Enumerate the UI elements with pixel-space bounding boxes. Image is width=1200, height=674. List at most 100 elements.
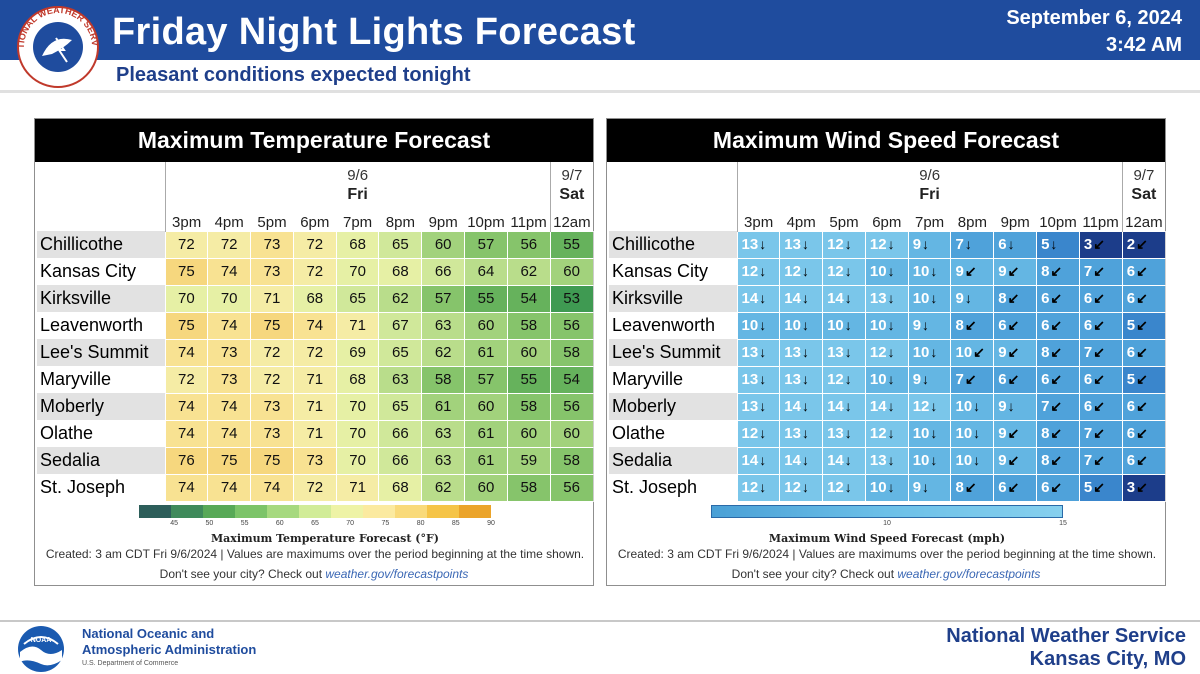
wind-value: 14 (784, 452, 801, 469)
wind-direction-arrow-icon: ↙ (1093, 425, 1105, 441)
wind-direction-arrow-icon: ↙ (1050, 344, 1063, 360)
wind-direction-arrow-icon: ↓ (887, 479, 895, 495)
wind-direction-arrow-icon: ↙ (1050, 479, 1063, 495)
temperature-cell: 55 (549, 230, 594, 259)
wind-direction-arrow-icon: ↓ (759, 425, 767, 441)
wind-direction-arrow-icon: ↙ (1136, 371, 1148, 387)
wind-value: 6 (1083, 398, 1093, 415)
colorbar-segment (363, 505, 395, 518)
colorbar-tick-label: 15 (1059, 520, 1067, 527)
wind-direction-arrow-icon: ↓ (844, 263, 852, 279)
wind-value: 13 (784, 344, 801, 361)
wind-value: 10 (869, 263, 887, 280)
wind-table: 9/6 9/7 Fri Sat 3pm 4pm 5pm 6pm 7pm 8pm 9pm 10pm 11p… (609, 162, 1166, 502)
wind-cell: 7↙ (1078, 257, 1123, 286)
wind-direction-arrow-icon: ↓ (759, 479, 767, 495)
wind-direction-arrow-icon: ↓ (964, 290, 972, 306)
wind-value: 10 (912, 290, 930, 307)
wind-cell: 13↓ (864, 284, 909, 313)
wind-direction-arrow-icon: ↙ (1136, 263, 1148, 279)
wind-cell: 8↙ (1036, 338, 1080, 367)
temperature-cell: 70 (335, 446, 380, 475)
wind-direction-arrow-icon: ↓ (759, 317, 767, 333)
wind-cell: 13↓ (864, 446, 909, 475)
wind-cell: 14↓ (822, 446, 866, 475)
wind-direction-arrow-icon: ↙ (964, 263, 977, 279)
colorbar-tick-label: 90 (487, 520, 495, 527)
temperature-cell: 57 (421, 284, 466, 313)
city-name: St. Joseph (40, 477, 126, 497)
temperature-cell: 60 (506, 419, 551, 448)
wind-cell: 10↓ (864, 257, 909, 286)
wind-cell: 3↙ (1078, 230, 1123, 259)
wind-direction-arrow-icon: ↓ (930, 344, 938, 360)
temperature-cell: 67 (378, 311, 423, 340)
day-group-day: Fri (736, 184, 1123, 206)
wind-direction-arrow-icon: ↙ (1007, 479, 1020, 495)
temperature-cell: 55 (464, 284, 508, 313)
page-subtitle: Pleasant conditions expected tonight (116, 64, 471, 86)
time-header: 4pm (214, 213, 244, 231)
wind-direction-arrow-icon: ↙ (1093, 236, 1105, 252)
table-row: Moberly 74 74 73 71 70 65 61 60 58 56 (37, 392, 594, 421)
wind-cell: 13↓ (779, 419, 824, 448)
wind-cell: 12↓ (864, 338, 909, 367)
wind-value: 13 (741, 371, 759, 388)
time-header: 7pm (342, 213, 373, 231)
time-header: 6pm (872, 213, 902, 231)
temperature-cell: 60 (549, 257, 594, 286)
wind-value: 6 (1041, 290, 1050, 307)
wind-cell: 6↙ (1121, 338, 1166, 367)
wind-cell: 3↙ (1121, 473, 1166, 502)
temperature-cell: 70 (164, 284, 209, 313)
temperature-cell: 68 (378, 257, 423, 286)
day-group-day: Fri (164, 184, 551, 206)
table-row: Kirksville 70 70 71 68 65 62 57 55 54 53 (37, 284, 594, 313)
wind-cell: 9↓ (907, 473, 952, 502)
wind-cell: 6↙ (993, 365, 1038, 394)
wind-cell: 5↙ (1078, 473, 1123, 502)
forecastpoints-link[interactable]: weather.gov/forecastpoints (325, 567, 469, 581)
colorbar-tick-label: 65 (311, 520, 319, 527)
colorbar-segment (267, 505, 299, 518)
temperature-cell: 60 (421, 230, 466, 259)
wind-direction-arrow-icon: ↙ (1093, 452, 1105, 468)
wind-direction-arrow-icon: ↓ (887, 425, 895, 441)
forecastpoints-link[interactable]: weather.gov/forecastpoints (897, 567, 1041, 581)
wind-cell: 6↙ (1121, 392, 1166, 421)
temperature-cell: 75 (207, 446, 252, 475)
wind-value: 7 (1083, 344, 1093, 361)
temperature-cell: 60 (549, 419, 594, 448)
colorbar-segment (203, 505, 235, 518)
header-spacer (37, 206, 165, 231)
temperature-cell: 56 (549, 311, 594, 340)
colorbar-segment (299, 505, 331, 518)
wind-direction-arrow-icon: ↓ (844, 425, 852, 441)
header-spacer (609, 162, 737, 184)
temperature-cell: 68 (292, 284, 337, 313)
wind-value: 5 (1041, 236, 1050, 253)
wind-cell: 12↓ (822, 365, 866, 394)
day-group-day: Sat (1121, 184, 1166, 206)
wind-cell: 9↓ (950, 284, 995, 313)
city-name: Sedalia (37, 447, 165, 474)
temperature-cell: 71 (292, 365, 337, 394)
wind-direction-arrow-icon: ↓ (887, 263, 895, 279)
temperature-cell: 68 (335, 230, 380, 259)
wind-direction-arrow-icon: ↓ (922, 479, 930, 495)
wind-cell: 7↓ (950, 230, 995, 259)
city-name: Olathe (40, 423, 94, 443)
wind-value: 6 (1126, 425, 1136, 442)
see-city-text: Don't see your city? Check out (159, 567, 323, 581)
wind-direction-arrow-icon: ↓ (930, 398, 938, 414)
temperature-cell: 74 (207, 257, 252, 286)
wind-cell: 10↓ (907, 419, 952, 448)
header-bar: Friday Night Lights Forecast September 6… (0, 0, 1200, 60)
wind-cell: 13↓ (779, 230, 824, 259)
wind-direction-arrow-icon: ↓ (801, 263, 809, 279)
city-name: Lee's Summit (609, 339, 737, 366)
wind-direction-arrow-icon: ↓ (844, 317, 852, 333)
city-name: Olathe (612, 423, 666, 443)
wind-cell: 6↙ (1121, 284, 1166, 313)
table-row: Chillicothe 13↓ 13↓ 12↓ 12↓ 9↓ 7↓ 6↓ 5↓ 3↙ 2↙ (609, 230, 1166, 259)
